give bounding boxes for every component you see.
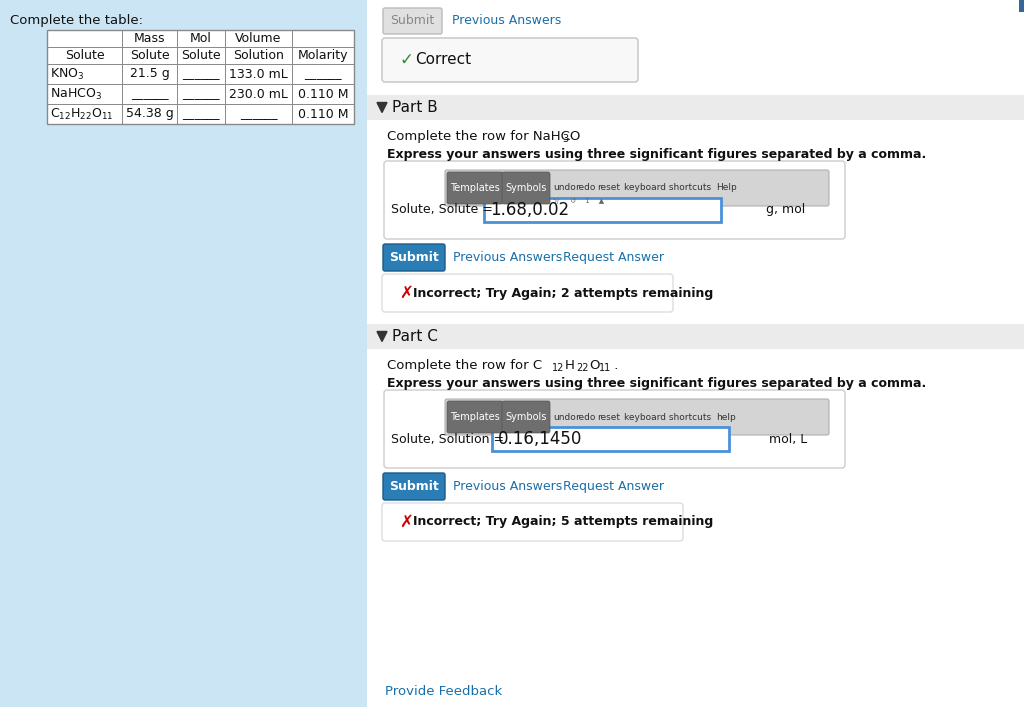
Text: Express your answers using three significant figures separated by a comma.: Express your answers using three signifi… (387, 148, 927, 161)
Text: Part B: Part B (392, 100, 437, 115)
Text: Part C: Part C (392, 329, 438, 344)
Text: H: H (565, 359, 574, 372)
FancyBboxPatch shape (1019, 0, 1024, 12)
Text: 12: 12 (552, 363, 564, 373)
Text: Help: Help (716, 184, 736, 192)
FancyBboxPatch shape (0, 0, 367, 707)
FancyBboxPatch shape (382, 38, 638, 82)
Text: Correct: Correct (415, 52, 471, 67)
Text: ______: ______ (240, 107, 278, 120)
Text: help: help (716, 412, 736, 421)
Text: Submit: Submit (389, 251, 439, 264)
Text: redo: redo (575, 412, 595, 421)
Text: Solute, Solute =: Solute, Solute = (391, 204, 493, 216)
Text: ______: ______ (131, 88, 168, 100)
FancyBboxPatch shape (502, 401, 550, 433)
Text: keyboard shortcuts: keyboard shortcuts (624, 412, 711, 421)
Text: 11: 11 (599, 363, 611, 373)
FancyBboxPatch shape (382, 503, 683, 541)
Text: 21.5 g: 21.5 g (130, 67, 169, 81)
Text: g, mol: g, mol (766, 204, 805, 216)
Text: Mol: Mol (190, 32, 212, 45)
FancyBboxPatch shape (484, 198, 721, 222)
Text: Express your answers using three significant figures separated by a comma.: Express your answers using three signifi… (387, 377, 927, 390)
Text: Templates: Templates (451, 412, 500, 422)
Text: ↄ/     ↺    1    ▲: ↄ/ ↺ 1 ▲ (553, 198, 604, 204)
FancyBboxPatch shape (384, 390, 845, 468)
Text: 0.16,1450: 0.16,1450 (498, 430, 583, 448)
FancyBboxPatch shape (447, 172, 503, 204)
Text: Request Answer: Request Answer (563, 480, 664, 493)
Text: 0.110 M: 0.110 M (298, 107, 348, 120)
Polygon shape (377, 103, 387, 112)
Text: reset: reset (597, 412, 620, 421)
Text: .: . (610, 359, 618, 372)
Text: keyboard shortcuts: keyboard shortcuts (624, 184, 711, 192)
Text: 3: 3 (562, 134, 568, 144)
FancyBboxPatch shape (502, 172, 550, 204)
Text: Symbols: Symbols (505, 183, 547, 193)
Text: C$_{12}$H$_{22}$O$_{11}$: C$_{12}$H$_{22}$O$_{11}$ (50, 107, 114, 122)
Text: O: O (589, 359, 599, 372)
Text: ✓: ✓ (399, 51, 413, 69)
FancyBboxPatch shape (384, 161, 845, 239)
Text: Previous Answers: Previous Answers (453, 480, 562, 493)
Text: ______: ______ (182, 67, 220, 81)
Text: Provide Feedback: Provide Feedback (385, 685, 502, 698)
Text: 1.68,0.02: 1.68,0.02 (490, 201, 569, 219)
Polygon shape (377, 332, 387, 341)
Text: 133.0 mL: 133.0 mL (229, 67, 288, 81)
Text: undo: undo (553, 412, 575, 421)
FancyBboxPatch shape (383, 473, 445, 500)
Text: ______: ______ (304, 67, 342, 81)
Text: Solution: Solution (233, 49, 284, 62)
Text: Complete the table:: Complete the table: (10, 14, 143, 27)
FancyBboxPatch shape (383, 8, 442, 34)
Text: Incorrect; Try Again; 2 attempts remaining: Incorrect; Try Again; 2 attempts remaini… (413, 286, 714, 300)
Text: Templates: Templates (451, 183, 500, 193)
Text: Submit: Submit (389, 480, 439, 493)
Text: Volume: Volume (236, 32, 282, 45)
Text: Request Answer: Request Answer (563, 251, 664, 264)
Text: redo: redo (575, 184, 595, 192)
Text: undo: undo (553, 184, 575, 192)
FancyBboxPatch shape (492, 427, 729, 451)
Text: Solute, Solution =: Solute, Solution = (391, 433, 504, 445)
Text: ✗: ✗ (399, 513, 413, 531)
Text: Submit: Submit (390, 15, 434, 28)
Text: Previous Answers: Previous Answers (453, 251, 562, 264)
Text: Symbols: Symbols (505, 412, 547, 422)
Text: reset: reset (597, 184, 620, 192)
FancyBboxPatch shape (382, 274, 673, 312)
FancyBboxPatch shape (447, 401, 503, 433)
Text: 0.110 M: 0.110 M (298, 88, 348, 100)
FancyBboxPatch shape (47, 30, 354, 124)
FancyBboxPatch shape (445, 399, 829, 435)
FancyBboxPatch shape (445, 170, 829, 206)
Text: Mass: Mass (134, 32, 165, 45)
Text: ______: ______ (182, 88, 220, 100)
Text: Complete the row for C: Complete the row for C (387, 359, 542, 372)
Text: Complete the row for NaHCO: Complete the row for NaHCO (387, 130, 581, 143)
Text: Solute: Solute (181, 49, 221, 62)
Text: NaHCO$_3$: NaHCO$_3$ (50, 86, 102, 102)
Text: .: . (567, 130, 571, 143)
Text: mol, L: mol, L (769, 433, 807, 445)
Text: Incorrect; Try Again; 5 attempts remaining: Incorrect; Try Again; 5 attempts remaini… (413, 515, 714, 529)
Text: Previous Answers: Previous Answers (452, 15, 561, 28)
Text: 54.38 g: 54.38 g (126, 107, 173, 120)
Text: Solute: Solute (65, 49, 104, 62)
Text: ✗: ✗ (399, 284, 413, 302)
FancyBboxPatch shape (383, 244, 445, 271)
Text: ______: ______ (182, 107, 220, 120)
Text: Molarity: Molarity (298, 49, 348, 62)
Text: KNO$_3$: KNO$_3$ (50, 66, 84, 81)
Text: 22: 22 (575, 363, 589, 373)
Text: Solute: Solute (130, 49, 169, 62)
FancyBboxPatch shape (367, 324, 1024, 349)
FancyBboxPatch shape (367, 95, 1024, 120)
Text: 230.0 mL: 230.0 mL (229, 88, 288, 100)
